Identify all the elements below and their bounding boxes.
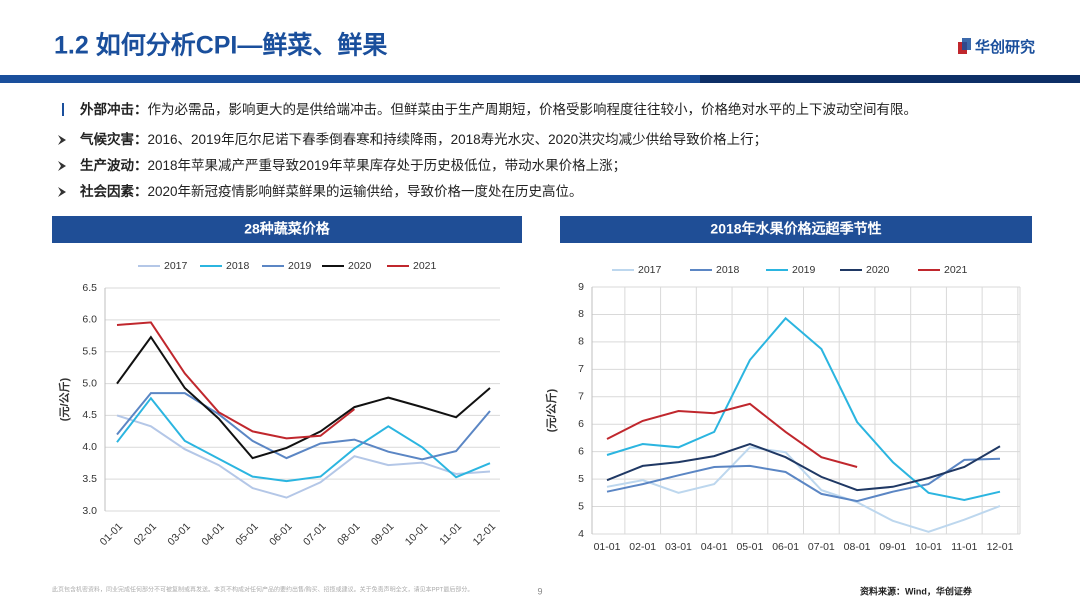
series-line	[606, 442, 1001, 492]
series-line	[606, 457, 1001, 503]
series-line	[606, 446, 1001, 533]
chart-title: 2018年水果价格远超季节性	[710, 221, 881, 237]
bullet-text: 社会因素：2020年新冠疫情影响鲜菜鲜果的运输供给，导致价格一度处在历史高位。	[79, 183, 583, 199]
bullet-text: 外部冲击：作为必需品，影响更大的是供给端冲击。但鲜菜由于生产周期短，价格受影响程…	[80, 101, 917, 117]
y-tick-label: 5.0	[82, 377, 97, 389]
x-tick-label: 12-01	[471, 520, 499, 548]
y-tick-label: 6	[578, 445, 584, 457]
x-tick-label: 03-01	[665, 541, 692, 553]
series-line	[606, 402, 858, 468]
bullet-label: 外部冲击：	[80, 101, 148, 117]
x-tick-label: 06-01	[267, 520, 295, 548]
x-tick-label: 04-01	[701, 541, 728, 553]
bullet-text: 生产波动：2018年苹果减产严重导致2019年苹果库存处于历史极低位，带动水果价…	[80, 157, 626, 174]
x-tick-label: 07-01	[301, 520, 329, 548]
legend-label: 2021	[944, 264, 968, 276]
y-tick-label: 3.5	[82, 473, 97, 485]
bullet-marker	[58, 161, 66, 171]
legend-label: 2018	[226, 260, 250, 272]
bullet-body: 2016、2019年厄尔尼诺下春季倒春寒和持续降雨，2018寿光水灾、2020洪…	[148, 131, 768, 148]
y-tick-label: 5.5	[82, 345, 97, 357]
legend-label: 2017	[164, 260, 188, 272]
logo-icon	[962, 38, 971, 50]
y-tick-label: 4.0	[82, 441, 97, 453]
bullet-body: 2018年苹果减产严重导致2019年苹果库存处于历史极低位，带动水果价格上涨；	[148, 158, 627, 174]
slide-title: 1.2 如何分析CPI—鲜菜、鲜果	[54, 32, 387, 60]
y-tick-label: 6.5	[82, 282, 97, 294]
legend-label: 2017	[638, 264, 662, 276]
y-tick-label: 6	[578, 418, 584, 430]
legend-label: 2020	[866, 264, 890, 276]
bullet-label: 社会因素：	[79, 183, 148, 199]
x-tick-label: 11-01	[951, 541, 977, 553]
bullet-marker	[58, 187, 66, 197]
x-tick-label: 05-01	[736, 541, 763, 553]
chart-title: 28种蔬菜价格	[244, 221, 331, 237]
y-tick-label: 8	[578, 336, 584, 348]
x-tick-label: 01-01	[594, 541, 621, 553]
x-tick-label: 03-01	[165, 520, 193, 548]
y-tick-label: 6.0	[82, 314, 97, 326]
chart-header	[52, 216, 522, 243]
y-tick-label: 3.0	[82, 505, 97, 517]
x-tick-label: 12-01	[987, 541, 1014, 553]
x-tick-label: 01-01	[98, 520, 126, 548]
y-tick-label: 4	[578, 528, 584, 540]
x-tick-label: 02-01	[629, 541, 656, 553]
legend-label: 2020	[348, 260, 372, 272]
legend-label: 2018	[716, 264, 740, 276]
title-rule	[700, 75, 1080, 83]
page-number: 9	[537, 586, 542, 596]
x-tick-label: 02-01	[132, 520, 160, 548]
x-tick-label: 07-01	[808, 541, 835, 553]
bullet-marker	[58, 135, 66, 145]
x-tick-label: 08-01	[335, 520, 363, 548]
series-line	[116, 321, 356, 440]
y-tick-label: 7	[578, 363, 584, 375]
chart-header	[560, 216, 1032, 243]
bullet-body: 作为必需品，影响更大的是供给端冲击。但鲜菜由于生产周期短，价格受影响程度往往较小…	[148, 102, 918, 117]
bullet-label: 生产波动：	[80, 157, 148, 173]
y-tick-label: 9	[578, 281, 584, 293]
legend-label: 2019	[792, 264, 816, 276]
bullet-text: 气候灾害：2016、2019年厄尔尼诺下春季倒春寒和持续降雨，2018寿光水灾、…	[79, 131, 767, 148]
series-line	[116, 335, 491, 460]
series-line	[116, 392, 491, 461]
y-axis-title: (元/公斤)	[544, 388, 558, 432]
x-tick-label: 09-01	[369, 520, 397, 548]
x-tick-label: 05-01	[233, 520, 261, 548]
disclaimer: 此页包含机密资料，同业完成任何部分不可被复制或再发送。本页不构成对任何产品的要约…	[52, 586, 473, 594]
y-tick-label: 4.5	[82, 409, 97, 421]
y-tick-label: 5	[578, 473, 584, 485]
series-line	[606, 316, 1001, 502]
x-tick-label: 10-01	[403, 520, 431, 548]
series-line	[116, 414, 491, 499]
source: 资料来源：Wind，华创证券	[860, 585, 973, 596]
x-tick-label: 10-01	[915, 541, 942, 553]
y-axis-title: (元/公斤)	[57, 377, 71, 421]
logo: 华创研究	[975, 38, 1035, 56]
x-tick-label: 04-01	[199, 520, 227, 548]
x-tick-label: 06-01	[772, 541, 799, 553]
y-tick-label: 5	[578, 500, 584, 512]
y-tick-label: 7	[578, 391, 584, 403]
bullets: 外部冲击：作为必需品，影响更大的是供给端冲击。但鲜菜由于生产周期短，价格受影响程…	[58, 101, 917, 199]
x-tick-label: 11-01	[437, 520, 464, 547]
bullet-marker	[62, 103, 64, 116]
x-tick-label: 08-01	[844, 541, 871, 553]
legend-label: 2019	[288, 260, 312, 272]
title-rule	[0, 75, 1080, 83]
legend-label: 2021	[413, 260, 437, 272]
x-tick-label: 09-01	[879, 541, 906, 553]
bullet-label: 气候灾害：	[79, 131, 148, 147]
bullet-body: 2020年新冠疫情影响鲜菜鲜果的运输供给，导致价格一度处在历史高位。	[148, 183, 583, 199]
y-tick-label: 8	[578, 308, 584, 320]
series-line	[116, 396, 491, 483]
